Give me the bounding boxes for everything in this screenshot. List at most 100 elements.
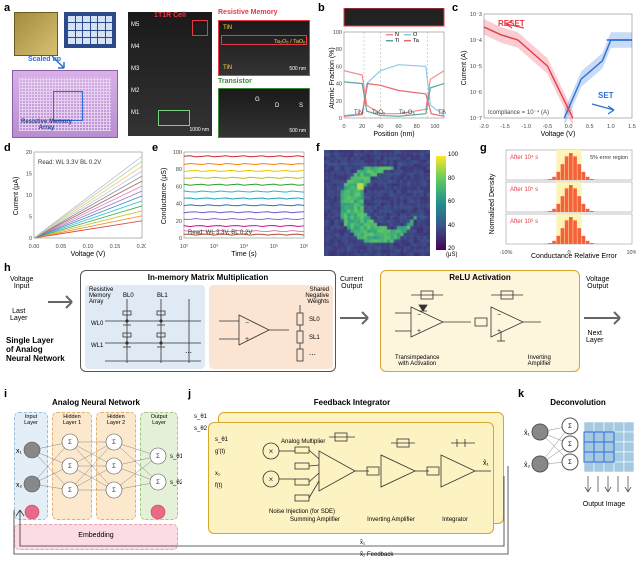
voltage-out: Voltage Output [586,276,609,290]
svg-text:10⁻4: 10⁻4 [470,38,482,44]
svg-text:40: 40 [176,202,182,208]
tem-transistor: G D S 500 nm [218,88,310,138]
arrow-out [582,298,630,338]
svg-text:100: 100 [173,150,182,156]
svg-text:Conductance Relative Error: Conductance Relative Error [531,253,618,260]
svg-text:0: 0 [339,116,342,122]
svg-text:x̂₂ Feedback: x̂₂ Feedback [360,552,394,558]
die-photo [14,12,58,56]
svg-text:−: − [497,312,501,319]
svg-text:10²: 10² [180,244,188,250]
zoom-resmem [192,20,208,36]
svg-text:After 10⁶ s: After 10⁶ s [510,218,538,225]
scalebar-500b: 500 nm [289,128,306,134]
label-b: b [318,2,325,14]
svg-text:Σ: Σ [568,424,572,430]
imm-box: In-memory Matrix Multiplication Resistiv… [80,270,336,372]
svg-text:WL0: WL0 [91,321,104,327]
svg-text:⋯: ⋯ [185,350,192,357]
last-layer: Last Layer [10,308,28,322]
panel-b-chart: TiN TaOₓ Ta₂O₅ TiN N O Ti Ta Atomic Frac… [326,8,446,138]
svg-text:0.15: 0.15 [110,244,121,250]
panel-h: Voltage Input Last Layer Single Layer of… [10,270,634,380]
source-s: S [299,103,303,109]
svg-text:0.10: 0.10 [83,244,94,250]
array-caption: Resistive Memory Array [21,119,72,131]
svg-text:60: 60 [176,184,182,190]
resmem-title: Resistive Memory [218,9,278,16]
figure-root: a Scaled up Resistive Memory Array 1T1R … [0,0,640,562]
svg-text:5% error region: 5% error region [590,155,628,161]
svg-text:1.5: 1.5 [628,124,636,130]
cell-title: 1T1R Cell [128,12,212,19]
metal-m1: M1 [131,110,139,116]
svg-text:Σ: Σ [568,442,572,448]
svg-text:100: 100 [430,124,439,130]
svg-text:After 10⁵ s: After 10⁵ s [510,186,538,193]
svg-text:Read: WL 3.3V BL 0.2V: Read: WL 3.3V BL 0.2V [38,160,101,166]
imm-title: In-memory Matrix Multiplication [81,273,335,282]
svg-text:Voltage (V): Voltage (V) [71,251,106,258]
svg-text:10⁻5: 10⁻5 [470,64,482,70]
svg-text:10⁴: 10⁴ [240,243,249,250]
single-layer: Single Layer of Analog Neural Network [6,336,78,363]
svg-text:−: − [417,312,421,319]
current-out: Current Output [340,276,363,290]
svg-text:10⁵: 10⁵ [270,243,278,250]
svg-text:Voltage (V): Voltage (V) [541,131,576,138]
svg-text:Σ: Σ [568,460,572,466]
cb-unit: (μS) [446,252,457,258]
svg-text:-1.5: -1.5 [500,124,509,130]
tin-top: TiN [223,25,232,31]
eds-scan-box [221,35,307,45]
metal-m3: M3 [131,66,139,72]
svg-text:Ta₂O₅: Ta₂O₅ [399,110,415,116]
svg-text:BL0: BL0 [123,293,134,299]
colorbar [436,156,446,250]
svg-text:After 10⁴ s: After 10⁴ s [510,154,538,161]
svg-text:10⁻3: 10⁻3 [470,12,482,18]
svg-text:60: 60 [336,64,342,70]
label-f: f [316,142,320,154]
chip-array-photo [64,12,116,48]
svg-text:-1.0: -1.0 [522,124,531,130]
panel-f-heatmap: 20406080100 (μS) [324,150,474,256]
b-xlabel: Position (nm) [373,131,414,138]
voltage-in: Voltage Input [10,276,33,290]
svg-text:x̂₁: x̂₁ [524,430,531,437]
svg-text:+: + [245,336,249,343]
panel-e-chart: Read: WL 3.3V, BL 0.2V Conductance (μS) … [158,148,308,258]
svg-text:TaOₓ: TaOₓ [372,110,385,116]
svg-text:Ta: Ta [413,38,420,44]
svg-text:TiN: TiN [438,110,446,116]
svg-text:−: − [245,320,249,327]
svg-text:10%: 10% [626,250,636,256]
scalebar-500a: 500 nm [289,66,306,72]
svg-text:10: 10 [26,193,32,199]
svg-text:+: + [417,328,421,335]
panel-c-chart: RESET SET Icompliance = 10⁻⁴ (A) Current… [458,8,636,138]
svg-text:20: 20 [176,219,182,225]
svg-text:0.20: 0.20 [137,244,146,250]
relu-box: ReLU Activation − + − + [380,270,580,372]
svg-text:0.05: 0.05 [56,244,67,250]
svg-text:-10%: -10% [500,250,513,256]
svg-text:+: + [497,328,501,335]
svg-text:10⁻7: 10⁻7 [470,116,482,122]
panel-g-chart: After 10⁴ s 5% error region After 10⁵ s Aft… [486,148,636,260]
svg-text:Normalized Density: Normalized Density [489,173,496,234]
tin-bottom: TiN [223,65,232,71]
drain-d: D [275,103,279,109]
arrow-in [46,282,80,322]
arrow-mid [338,298,378,338]
resmem-area: Resistive Memory Array BL0 BL1 WL0 WL1 [85,285,205,369]
svg-text:Time (s): Time (s) [231,251,256,258]
svg-text:SL0: SL0 [309,317,320,323]
svg-text:1.0: 1.0 [607,124,615,130]
label-i: i [4,388,7,400]
svg-text:10⁶: 10⁶ [300,243,308,250]
svg-text:SL1: SL1 [309,335,320,341]
svg-text:SET: SET [598,91,614,100]
svg-text:80: 80 [176,167,182,173]
svg-text:Ti: Ti [395,38,399,44]
